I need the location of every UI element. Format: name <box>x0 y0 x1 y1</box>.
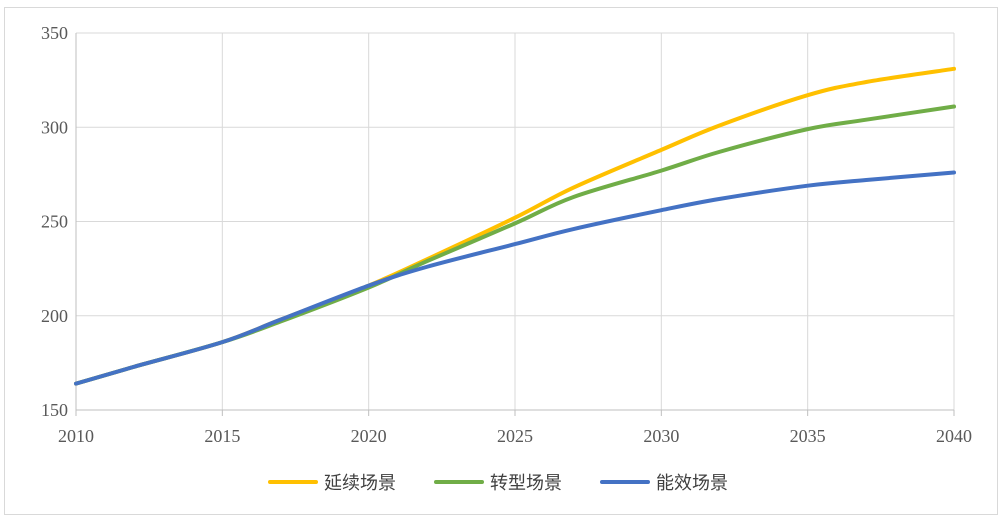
x-tick-label: 2025 <box>497 426 533 446</box>
series-lines <box>74 66 956 386</box>
x-tick-label: 2010 <box>58 426 94 446</box>
x-tick-label: 2040 <box>936 426 972 446</box>
y-tick-labels: 150 200 250 300 350 <box>41 23 68 420</box>
y-tick-label: 350 <box>41 23 68 43</box>
x-tick-label: 2015 <box>204 426 240 446</box>
legend-label: 转型场景 <box>490 473 562 494</box>
legend-label: 能效场景 <box>656 473 728 494</box>
legend-item: 转型场景 <box>434 473 562 494</box>
y-tick-label: 200 <box>41 306 68 326</box>
legend: 延续场景 转型场景 能效场景 <box>268 473 728 494</box>
x-tick-labels: 2010 2015 2020 2025 2030 2035 2040 <box>58 426 972 446</box>
y-tick-label: 300 <box>41 117 68 137</box>
series-line-2 <box>74 170 956 386</box>
x-tick-label: 2035 <box>790 426 826 446</box>
legend-item: 延续场景 <box>268 473 396 494</box>
x-tick-label: 2020 <box>351 426 387 446</box>
y-tick-label: 150 <box>41 400 68 420</box>
chart-frame <box>4 7 998 515</box>
x-tick-label: 2030 <box>643 426 679 446</box>
legend-label: 延续场景 <box>324 473 396 494</box>
y-tick-label: 250 <box>41 212 68 232</box>
axes <box>75 33 955 416</box>
legend-item: 能效场景 <box>600 473 728 494</box>
